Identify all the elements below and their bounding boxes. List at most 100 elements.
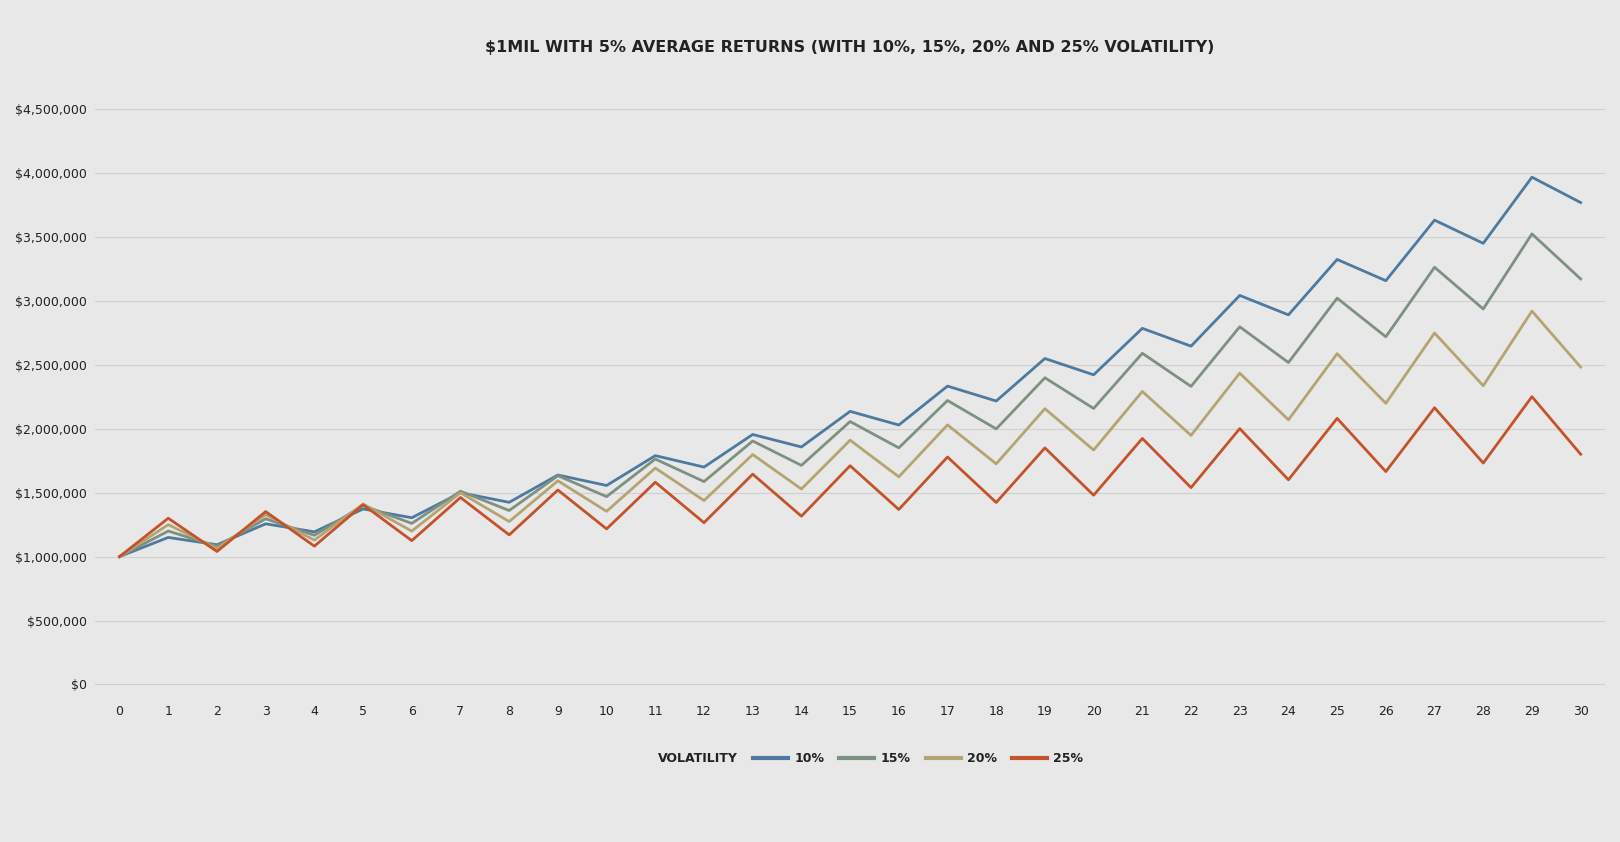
20% xyxy=(548,476,567,486)
15% xyxy=(1571,274,1591,284)
20% xyxy=(305,535,324,545)
15% xyxy=(207,541,227,552)
15% xyxy=(1375,332,1395,342)
Line: 10%: 10% xyxy=(120,177,1581,557)
25% xyxy=(548,485,567,495)
25% xyxy=(744,469,763,479)
10% xyxy=(499,498,518,508)
15% xyxy=(987,424,1006,434)
10% xyxy=(889,420,909,430)
10% xyxy=(646,450,666,461)
10% xyxy=(1132,323,1152,333)
10% xyxy=(548,470,567,480)
10% xyxy=(1230,290,1249,301)
10% xyxy=(1181,341,1200,351)
20% xyxy=(1426,328,1445,338)
15% xyxy=(450,486,470,496)
20% xyxy=(938,420,957,430)
25% xyxy=(1474,458,1494,468)
10% xyxy=(159,532,178,542)
10% xyxy=(744,429,763,440)
10% xyxy=(1426,215,1445,225)
25% xyxy=(1230,424,1249,434)
25% xyxy=(841,461,860,471)
10% xyxy=(1084,370,1103,380)
20% xyxy=(1084,445,1103,455)
15% xyxy=(159,526,178,536)
15% xyxy=(1035,373,1055,383)
25% xyxy=(987,498,1006,508)
15% xyxy=(695,477,714,487)
20% xyxy=(744,450,763,460)
25% xyxy=(1426,402,1445,413)
10% xyxy=(1375,275,1395,285)
15% xyxy=(889,443,909,453)
10% xyxy=(1035,354,1055,364)
25% xyxy=(499,530,518,540)
20% xyxy=(1474,381,1494,391)
Line: 20%: 20% xyxy=(120,311,1581,557)
25% xyxy=(1327,413,1346,424)
20% xyxy=(1132,386,1152,397)
10% xyxy=(402,513,421,523)
Line: 15%: 15% xyxy=(120,234,1581,557)
10% xyxy=(1571,198,1591,208)
20% xyxy=(889,472,909,482)
20% xyxy=(207,544,227,554)
10% xyxy=(938,381,957,392)
20% xyxy=(1278,415,1298,425)
15% xyxy=(353,500,373,510)
25% xyxy=(402,536,421,546)
10% xyxy=(450,488,470,498)
25% xyxy=(353,499,373,509)
20% xyxy=(1571,362,1591,372)
10% xyxy=(987,396,1006,406)
25% xyxy=(1181,482,1200,493)
25% xyxy=(1571,449,1591,459)
15% xyxy=(256,514,275,524)
20% xyxy=(1375,398,1395,408)
Legend: VOLATILITY, 10%, 15%, 20%, 25%: VOLATILITY, 10%, 15%, 20%, 25% xyxy=(617,752,1084,765)
10% xyxy=(1327,254,1346,264)
20% xyxy=(596,506,616,516)
10% xyxy=(841,407,860,417)
20% xyxy=(1327,349,1346,359)
20% xyxy=(499,516,518,526)
25% xyxy=(938,452,957,462)
15% xyxy=(841,417,860,427)
20% xyxy=(1523,306,1542,316)
Title: $1MIL WITH 5% AVERAGE RETURNS (WITH 10%, 15%, 20% AND 25% VOLATILITY): $1MIL WITH 5% AVERAGE RETURNS (WITH 10%,… xyxy=(486,40,1215,56)
20% xyxy=(1035,403,1055,413)
15% xyxy=(402,519,421,529)
20% xyxy=(841,435,860,445)
10% xyxy=(596,481,616,491)
20% xyxy=(695,495,714,505)
15% xyxy=(305,530,324,541)
10% xyxy=(1523,172,1542,182)
15% xyxy=(1523,229,1542,239)
15% xyxy=(1474,304,1494,314)
10% xyxy=(256,519,275,529)
10% xyxy=(110,552,130,562)
25% xyxy=(596,524,616,534)
15% xyxy=(938,396,957,406)
15% xyxy=(1327,293,1346,303)
20% xyxy=(353,499,373,509)
15% xyxy=(548,471,567,481)
20% xyxy=(792,484,812,494)
20% xyxy=(1181,430,1200,440)
15% xyxy=(499,505,518,515)
10% xyxy=(1474,238,1494,248)
20% xyxy=(1230,368,1249,378)
10% xyxy=(1278,310,1298,320)
15% xyxy=(1181,381,1200,392)
10% xyxy=(353,504,373,514)
20% xyxy=(402,526,421,536)
20% xyxy=(646,463,666,473)
15% xyxy=(792,461,812,471)
25% xyxy=(792,511,812,521)
10% xyxy=(792,442,812,452)
25% xyxy=(256,507,275,517)
25% xyxy=(1084,490,1103,500)
20% xyxy=(987,459,1006,469)
